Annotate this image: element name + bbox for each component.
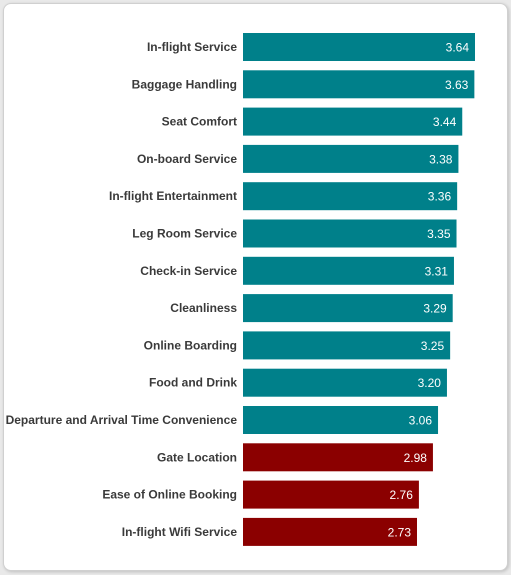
category-label: Gate Location	[157, 450, 237, 464]
data-label: 3.29	[423, 302, 447, 316]
data-label: 2.76	[390, 488, 414, 502]
bar	[243, 219, 457, 248]
data-label: 3.38	[429, 152, 453, 166]
bar	[243, 443, 433, 472]
category-label: In-flight Service	[147, 40, 237, 54]
data-label: 3.25	[421, 339, 445, 353]
category-label: Departure and Arrival Time Convenience	[6, 413, 238, 427]
category-label: Baggage Handling	[132, 77, 237, 91]
category-label: Ease of Online Booking	[102, 488, 237, 502]
bar	[243, 331, 451, 360]
data-label: 3.44	[433, 115, 457, 129]
category-label: Online Boarding	[144, 338, 237, 352]
data-label: 2.73	[388, 525, 412, 539]
category-label: In-flight Wifi Service	[122, 525, 238, 539]
bar	[243, 182, 458, 211]
bar	[243, 480, 419, 509]
data-label: 3.20	[418, 376, 442, 390]
bar	[243, 144, 459, 173]
category-label: Check-in Service	[140, 264, 237, 278]
category-label: Food and Drink	[149, 376, 237, 390]
category-label: On-board Service	[137, 152, 237, 166]
data-label: 2.98	[404, 451, 428, 465]
category-label: Leg Room Service	[132, 227, 237, 241]
data-label: 3.31	[425, 264, 449, 278]
data-label: 3.36	[428, 190, 452, 204]
data-label: 3.63	[445, 78, 469, 92]
category-label: Seat Comfort	[162, 115, 237, 129]
bar	[243, 406, 439, 434]
category-label: Cleanliness	[170, 301, 237, 315]
bar	[243, 70, 475, 99]
data-label: 3.35	[427, 227, 451, 241]
category-label: In-flight Entertainment	[109, 189, 237, 203]
data-label: 3.06	[409, 414, 433, 428]
bar	[243, 368, 447, 397]
bar	[243, 107, 463, 136]
data-label: 3.64	[446, 41, 470, 55]
bar	[243, 33, 475, 61]
bar	[243, 294, 453, 323]
bar	[243, 517, 417, 546]
bar	[243, 256, 454, 285]
